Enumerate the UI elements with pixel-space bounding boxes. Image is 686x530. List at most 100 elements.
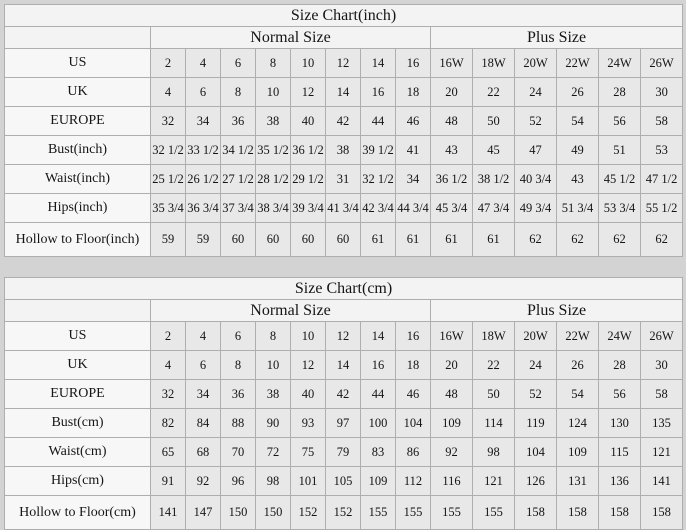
- size-cell: 62: [598, 222, 641, 257]
- size-cell: 38: [255, 379, 291, 409]
- size-cell: 24W: [598, 48, 641, 78]
- table-row: UK 4 6 8 10 12 14 16 18 20 22 24 26 28 30: [4, 77, 684, 107]
- size-cell: 155: [430, 495, 473, 530]
- size-cell: 158: [639, 495, 684, 530]
- size-cell: 38: [255, 106, 291, 136]
- size-cell: 96: [220, 466, 256, 496]
- size-cell: 18: [395, 350, 431, 380]
- size-cell: 12: [325, 321, 361, 351]
- size-cell: 40 3/4: [514, 164, 557, 194]
- size-cell: 75: [290, 437, 326, 467]
- size-cell: 12: [290, 77, 326, 107]
- size-cell: 26: [556, 77, 599, 107]
- size-cell: 14: [360, 321, 396, 351]
- size-cell: 43: [430, 135, 473, 165]
- size-cell: 131: [556, 466, 599, 496]
- size-cell: 26 1/2: [185, 164, 221, 194]
- size-cell: 83: [360, 437, 396, 467]
- size-chart-cm-table: Size Chart(cm) Normal Size Plus Size US 2 4 6 8…: [3, 277, 684, 530]
- row-label: UK: [4, 350, 151, 380]
- size-cell: 8: [255, 48, 291, 78]
- size-cell: 6: [185, 77, 221, 107]
- size-cell: 52: [514, 379, 557, 409]
- size-cell: 48: [430, 106, 473, 136]
- size-cell: 49: [556, 135, 599, 165]
- size-cell: 32: [150, 106, 186, 136]
- size-cell: 136: [598, 466, 641, 496]
- size-cell: 22: [472, 350, 515, 380]
- size-cell: 56: [598, 379, 641, 409]
- size-cell: 24W: [598, 321, 641, 351]
- size-cell: 32: [150, 379, 186, 409]
- size-cell: 141: [639, 466, 684, 496]
- size-cell: 61: [360, 222, 396, 257]
- size-cell: 40: [290, 106, 326, 136]
- size-cell: 49 3/4: [514, 193, 557, 223]
- size-cell: 98: [472, 437, 515, 467]
- size-cell: 60: [220, 222, 256, 257]
- size-cell: 84: [185, 408, 221, 438]
- size-cell: 6: [220, 48, 256, 78]
- size-cell: 58: [639, 106, 684, 136]
- size-cell: 33 1/2: [185, 135, 221, 165]
- size-cell: 10: [290, 321, 326, 351]
- size-cell: 16W: [430, 321, 473, 351]
- table-row: US 2 4 6 8 10 12 14 16 16W 18W 20W 22W 24W 26W: [4, 48, 684, 78]
- size-cell: 42 3/4: [360, 193, 396, 223]
- table-gap: [4, 257, 682, 277]
- size-cell: 38: [325, 135, 361, 165]
- size-cell: 158: [556, 495, 599, 530]
- size-cell: 28 1/2: [255, 164, 291, 194]
- size-cell: 109: [430, 408, 473, 438]
- row-label: US: [4, 48, 151, 78]
- size-cell: 4: [185, 48, 221, 78]
- table-row: US 2 4 6 8 10 12 14 16 16W 18W 20W 22W 24W 26W: [4, 321, 684, 351]
- table-row: Bust(cm) 82 84 88 90 93 97 100 104 109 114 119 124 13…: [4, 408, 684, 438]
- size-cell: 48: [430, 379, 473, 409]
- size-cell: 25 1/2: [150, 164, 186, 194]
- size-cell: 22: [472, 77, 515, 107]
- size-cell: 30: [639, 77, 684, 107]
- size-cell: 52: [514, 106, 557, 136]
- size-cell: 126: [514, 466, 557, 496]
- size-cell: 2: [150, 321, 186, 351]
- size-cell: 12: [325, 48, 361, 78]
- size-cell: 124: [556, 408, 599, 438]
- size-cell: 16: [395, 48, 431, 78]
- table-row: Hollow to Floor(inch) 59 59 60 60 60 60 61 61 61 6…: [4, 222, 684, 257]
- size-cell: 50: [472, 106, 515, 136]
- size-cell: 10: [255, 350, 291, 380]
- size-cell: 51 3/4: [556, 193, 599, 223]
- size-cell: 39 3/4: [290, 193, 326, 223]
- size-cell: 36: [220, 106, 256, 136]
- size-cell: 68: [185, 437, 221, 467]
- size-cell: 53 3/4: [598, 193, 641, 223]
- size-cell: 20W: [514, 48, 557, 78]
- size-cell: 24: [514, 77, 557, 107]
- size-cell: 46: [395, 106, 431, 136]
- size-cell: 119: [514, 408, 557, 438]
- size-cell: 37 3/4: [220, 193, 256, 223]
- size-cell: 50: [472, 379, 515, 409]
- row-label: Hollow to Floor(inch): [4, 222, 151, 257]
- size-cell: 62: [556, 222, 599, 257]
- size-cell: 45 1/2: [598, 164, 641, 194]
- table-row: Hips(cm) 91 92 96 98 101 105 109 112 116 121 126 131…: [4, 466, 684, 496]
- size-cell: 42: [325, 106, 361, 136]
- size-cell: 34 1/2: [220, 135, 256, 165]
- size-cell: 34: [185, 106, 221, 136]
- size-cell: 60: [290, 222, 326, 257]
- size-cell: 61: [430, 222, 473, 257]
- size-cell: 61: [395, 222, 431, 257]
- size-cell: 38 1/2: [472, 164, 515, 194]
- row-label: Hips(inch): [4, 193, 151, 223]
- size-cell: 62: [639, 222, 684, 257]
- size-cell: 51: [598, 135, 641, 165]
- table-row: Hollow to Floor(cm) 141 147 150 150 152 152 155…: [4, 495, 684, 530]
- size-cell: 65: [150, 437, 186, 467]
- size-cell: 4: [150, 77, 186, 107]
- size-cell: 22W: [556, 48, 599, 78]
- size-cell: 88: [220, 408, 256, 438]
- size-cell: 93: [290, 408, 326, 438]
- size-cell: 59: [185, 222, 221, 257]
